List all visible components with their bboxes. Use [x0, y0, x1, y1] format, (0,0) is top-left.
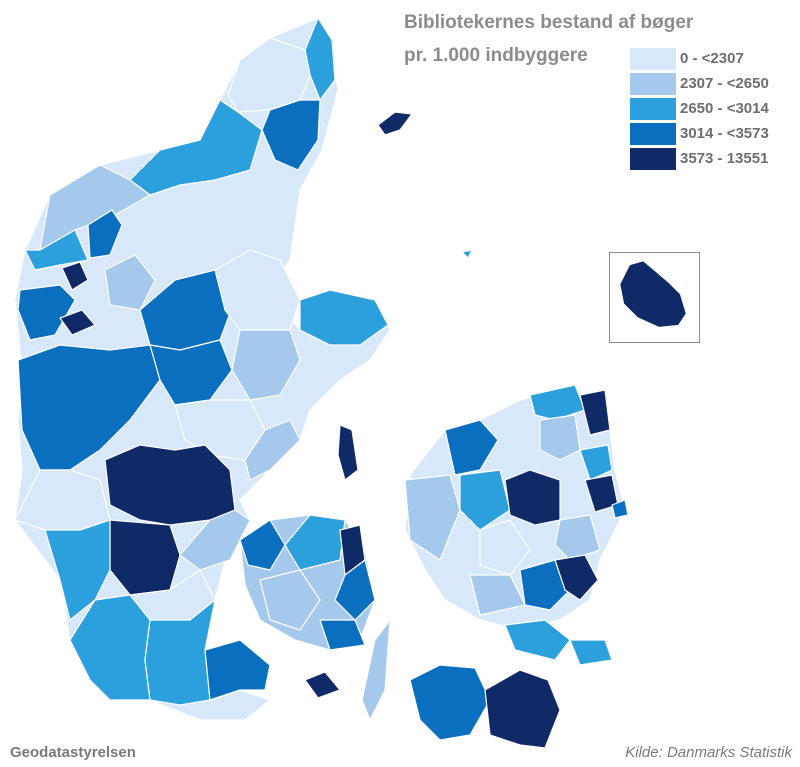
legend-label: 2650 - <3014 [680, 100, 769, 117]
legend-item: 0 - <2307 [630, 46, 769, 71]
legend-item: 2650 - <3014 [630, 96, 769, 121]
region-morsø [87, 209, 123, 259]
legend-swatch [630, 147, 676, 170]
region-roskilde-dark [504, 469, 561, 526]
region-ringkobing [17, 344, 161, 471]
region-horsens [244, 419, 301, 481]
region-langeland [361, 619, 391, 721]
legend-swatch [630, 122, 676, 145]
legend-swatch [630, 72, 676, 95]
region-holbaek [459, 469, 511, 531]
legend-swatch [630, 47, 676, 70]
region-thy-west [24, 229, 89, 271]
legend-label: 3573 - 13551 [680, 150, 769, 167]
region-herning [149, 339, 233, 406]
region-kalundborg [404, 474, 461, 561]
region-helsingor-dark [579, 389, 611, 436]
region-halsnaes [529, 384, 586, 421]
region-billund-dark [109, 519, 181, 596]
credit-source-left: Geodatastyrelsen [10, 744, 136, 761]
map-title-line1: Bibliotekernes bestand af bøger [404, 12, 694, 33]
region-middelfart [239, 519, 286, 571]
bornholm-map [619, 260, 687, 328]
region-odsherred [444, 419, 499, 476]
map-title-line2: pr. 1.000 indbyggere [404, 45, 588, 66]
region-svendborg [319, 619, 366, 651]
legend-label: 2307 - <2650 [680, 75, 769, 92]
region-soro [479, 519, 531, 576]
legend-item: 3573 - 13551 [630, 146, 769, 171]
region-laeso-dark [377, 111, 413, 136]
region-samso-dark [337, 424, 359, 481]
region-randers [214, 249, 301, 331]
bornholm-inset [609, 252, 700, 343]
legend-label: 0 - <2307 [680, 50, 744, 67]
region-cph-north [579, 444, 613, 481]
region-frederikshavn [261, 99, 321, 171]
region-djursland [299, 289, 389, 346]
region-jammerbugt [129, 99, 263, 196]
region-guldborgsund-dark [484, 669, 561, 749]
region-faaborg [259, 569, 321, 631]
credit-source-right: Kilde: Danmarks Statistik [625, 744, 792, 761]
region-anholt [461, 249, 473, 259]
region-nyborg [334, 559, 376, 621]
legend-item: 2307 - <2650 [630, 71, 769, 96]
region-lolland [409, 664, 491, 741]
legend: 0 - <2307 2307 - <2650 2650 - <3014 3014… [630, 46, 769, 171]
region-stevns-dark [554, 554, 599, 601]
region-hillerod [539, 414, 581, 461]
region-mon [569, 639, 613, 666]
region-faxe [519, 559, 571, 611]
region-skive [104, 254, 156, 311]
region-lemvig [17, 284, 76, 341]
region-bornholm [619, 260, 687, 328]
region-holstebro-dark [59, 309, 96, 336]
region-struer [61, 261, 89, 291]
region-vordingborg [504, 619, 571, 661]
region-amager [611, 499, 629, 519]
region-varde [44, 519, 111, 621]
map-title: Bibliotekernes bestand af bøger pr. 1.00… [404, 6, 794, 72]
legend-swatch [630, 97, 676, 120]
region-sonderborg [204, 639, 271, 701]
region-aero-dark [304, 671, 341, 699]
legend-label: 3014 - <3573 [680, 125, 769, 142]
legend-item: 3014 - <3573 [630, 121, 769, 146]
